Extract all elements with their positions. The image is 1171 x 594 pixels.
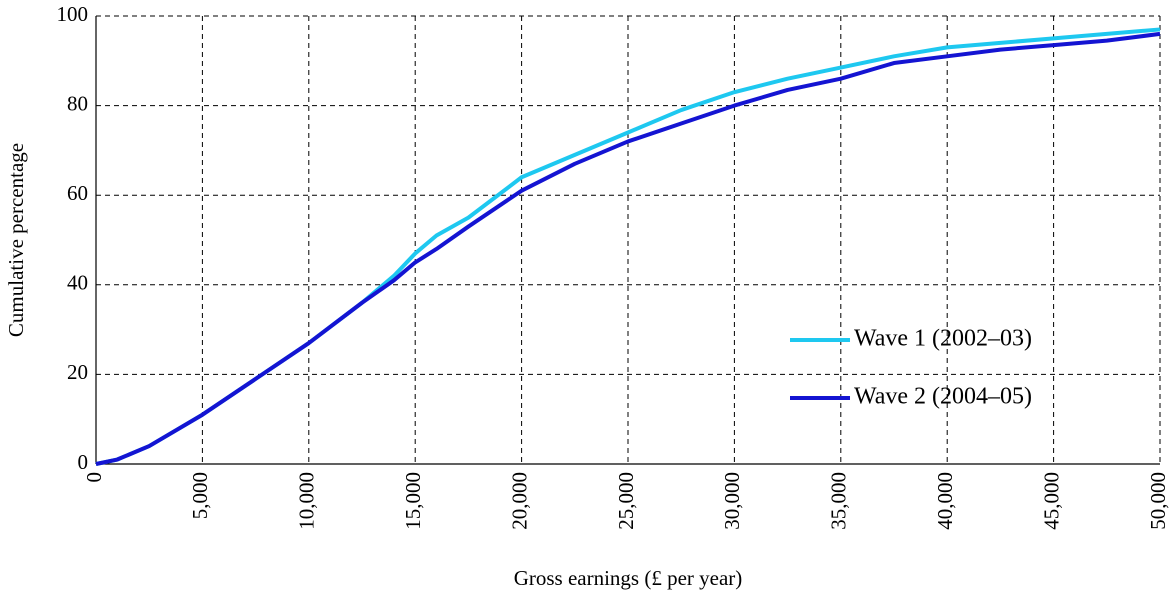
x-axis-title: Gross earnings (£ per year) [514, 566, 743, 590]
x-tick-label: 5,000 [188, 472, 212, 519]
x-tick-label: 35,000 [827, 472, 851, 530]
y-tick-label: 60 [67, 181, 88, 205]
x-tick-label: 25,000 [614, 472, 638, 530]
y-tick-label: 80 [67, 91, 88, 115]
x-tick-label: 45,000 [1039, 472, 1063, 530]
legend-label: Wave 1 (2002–03) [854, 326, 1032, 352]
series-line [95, 31, 1161, 466]
x-tick-label: 40,000 [933, 472, 957, 530]
y-tick-label: 100 [57, 2, 89, 26]
legend-label: Wave 2 (2004–05) [854, 384, 1032, 410]
x-tick-label: 10,000 [295, 472, 319, 530]
x-tick-label: 30,000 [720, 472, 744, 530]
x-tick-label: 20,000 [507, 472, 531, 530]
y-tick-label: 0 [78, 450, 89, 474]
x-tick-label: 50,000 [1146, 472, 1170, 530]
y-tick-label: 40 [67, 271, 88, 295]
y-tick-label: 20 [67, 360, 88, 384]
x-tick-label: 0 [82, 472, 106, 483]
y-axis-title: Cumulative percentage [4, 143, 28, 337]
x-tick-label: 15,000 [401, 472, 425, 530]
